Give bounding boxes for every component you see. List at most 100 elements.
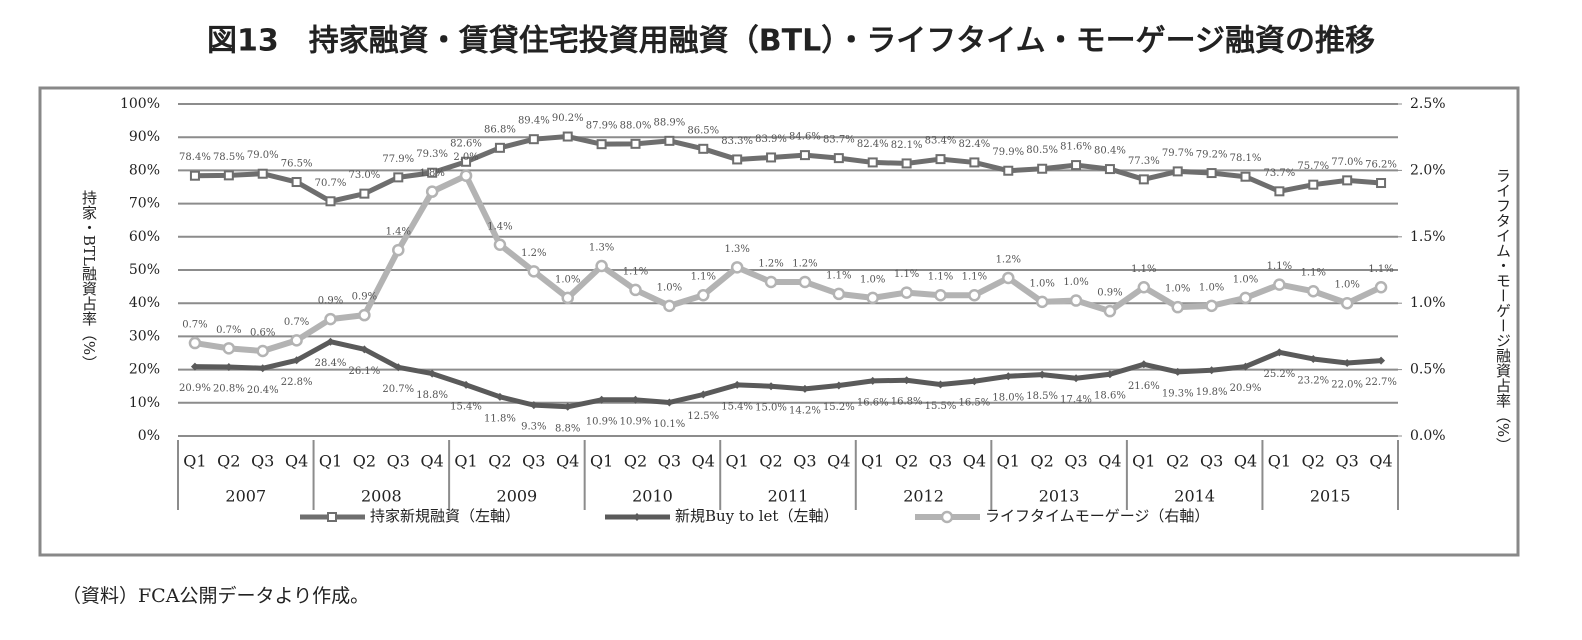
data-label: 0.7% xyxy=(182,320,207,331)
x-tick-label: Q4 xyxy=(1098,452,1121,471)
y2-tick-label: 0.5% xyxy=(1410,362,1446,378)
marker xyxy=(529,401,538,410)
x-tick-label: Q4 xyxy=(421,452,444,471)
marker xyxy=(528,134,539,145)
marker xyxy=(1307,284,1320,298)
marker xyxy=(256,344,269,358)
data-label: 0.7% xyxy=(284,317,309,328)
data-label: 15.0% xyxy=(755,403,787,414)
x-group-label: 2007 xyxy=(225,487,266,506)
data-label: 1.1% xyxy=(691,272,716,283)
x-tick-label: Q2 xyxy=(759,452,782,471)
marker xyxy=(359,188,370,199)
data-label: 73.7% xyxy=(1263,168,1295,179)
y-tick-label: 90% xyxy=(129,129,160,145)
x-tick-label: Q3 xyxy=(658,452,681,471)
marker xyxy=(562,131,573,142)
marker xyxy=(595,259,608,273)
data-label: 10.1% xyxy=(653,419,685,430)
data-label: 76.5% xyxy=(281,159,313,170)
marker xyxy=(699,390,708,399)
data-label: 1.0% xyxy=(1165,284,1190,295)
marker xyxy=(935,154,946,165)
data-label: 84.6% xyxy=(789,132,821,143)
data-label: 18.0% xyxy=(992,393,1024,404)
x-group-label: 2013 xyxy=(1039,487,1080,506)
y-tick-label: 0% xyxy=(138,428,160,444)
legend-label: 新規Buy to let（左軸） xyxy=(675,507,838,525)
data-label: 1.2% xyxy=(758,258,783,269)
marker xyxy=(1309,354,1318,363)
data-label: 15.2% xyxy=(823,402,855,413)
marker xyxy=(190,362,199,371)
y2-tick-label: 2.0% xyxy=(1410,162,1446,178)
marker xyxy=(665,398,674,407)
marker xyxy=(360,345,369,354)
data-label: 1.1% xyxy=(1301,268,1326,279)
y-tick-label: 100% xyxy=(120,96,160,112)
data-label: 75.7% xyxy=(1297,161,1329,172)
data-label: 88.0% xyxy=(620,120,652,131)
marker xyxy=(1172,166,1183,177)
data-label: 1.1% xyxy=(894,269,919,280)
data-label: 20.4% xyxy=(247,385,279,396)
data-label: 1.1% xyxy=(1368,264,1393,275)
data-label: 23.2% xyxy=(1297,375,1329,386)
x-tick-label: Q2 xyxy=(624,452,647,471)
x-tick-label: Q3 xyxy=(1200,452,1223,471)
marker xyxy=(1240,171,1251,182)
marker xyxy=(223,170,234,181)
data-label: 83.4% xyxy=(925,136,957,147)
marker xyxy=(1002,271,1015,285)
marker xyxy=(188,336,202,350)
data-label: 78.1% xyxy=(1230,153,1262,164)
data-label: 26.1% xyxy=(348,366,380,377)
data-label: 1.0% xyxy=(1233,274,1258,285)
data-label: 1.0% xyxy=(1334,280,1359,291)
data-label: 1.2% xyxy=(521,248,546,259)
legend-label: 持家新規融資（左軸） xyxy=(370,507,520,525)
marker xyxy=(494,142,505,153)
marker xyxy=(324,312,337,326)
x-group-label: 2008 xyxy=(361,487,402,506)
marker xyxy=(189,170,200,181)
data-label: 1.1% xyxy=(962,272,987,283)
x-tick-label: Q4 xyxy=(556,452,579,471)
data-label: 18.8% xyxy=(416,390,448,401)
x-tick-label: Q2 xyxy=(217,452,240,471)
x-group-label: 2014 xyxy=(1174,487,1215,506)
marker xyxy=(867,157,878,168)
data-label: 22.7% xyxy=(1365,377,1397,388)
marker xyxy=(766,152,777,163)
data-label: 20.9% xyxy=(1230,383,1262,394)
data-label: 8.8% xyxy=(555,423,580,434)
marker xyxy=(936,380,945,389)
data-label: 1.0% xyxy=(555,274,580,285)
x-tick-label: Q1 xyxy=(319,452,342,471)
data-label: 1.0% xyxy=(1063,277,1088,288)
data-label: 80.4% xyxy=(1094,146,1126,157)
marker xyxy=(1069,294,1083,307)
data-label: 80.5% xyxy=(1026,145,1058,156)
marker xyxy=(1004,372,1013,381)
marker xyxy=(1340,296,1354,310)
x-tick-label: Q1 xyxy=(1132,452,1155,471)
marker xyxy=(940,510,954,524)
marker xyxy=(732,154,743,165)
data-label: 1.4% xyxy=(487,221,512,232)
marker xyxy=(834,381,843,390)
frame xyxy=(38,86,1520,557)
x-tick-label: Q1 xyxy=(726,452,749,471)
marker xyxy=(1173,367,1182,376)
y-tick-label: 20% xyxy=(129,362,160,378)
x-tick-label: Q1 xyxy=(1268,452,1291,471)
marker xyxy=(900,286,913,299)
data-label: 1.0% xyxy=(860,274,885,285)
data-label: 0.9% xyxy=(318,296,343,307)
marker xyxy=(224,362,233,371)
x-group-label: 2012 xyxy=(903,487,944,506)
marker xyxy=(563,402,572,411)
marker xyxy=(798,275,812,289)
marker xyxy=(800,384,809,393)
data-label: 10.9% xyxy=(620,416,652,427)
